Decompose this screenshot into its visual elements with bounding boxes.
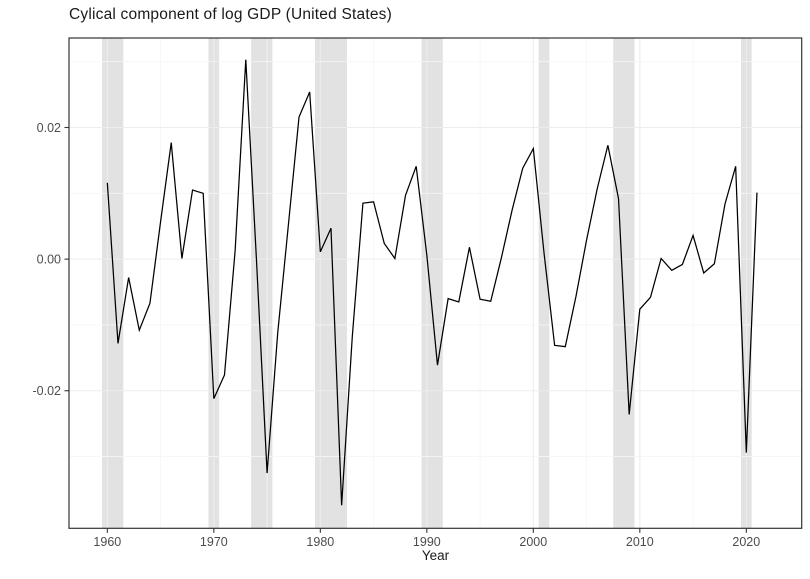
- recession-band: [538, 38, 550, 529]
- x-tick-label: 1960: [93, 535, 121, 549]
- recession-band: [613, 38, 635, 529]
- x-tick-label: 1970: [200, 535, 228, 549]
- gdp-cycle-line: [106, 59, 758, 506]
- recession-band: [102, 38, 124, 529]
- y-tick-label: 0.00: [37, 252, 61, 266]
- x-axis-title: Year: [421, 548, 450, 563]
- chart-title: Cylical component of log GDP (United Sta…: [69, 6, 392, 23]
- y-tick-label: 0.02: [37, 121, 61, 135]
- x-tick-label: 2010: [626, 535, 654, 549]
- recession-band: [251, 38, 273, 529]
- x-tick-label: 2000: [519, 535, 547, 549]
- y-tick-label: -0.02: [33, 384, 62, 398]
- panel-border: [68, 37, 803, 529]
- recession-band: [421, 38, 443, 529]
- x-tick-label: 2020: [732, 535, 760, 549]
- x-tick-label: 1980: [306, 535, 334, 549]
- x-tick-label: 1990: [413, 535, 441, 549]
